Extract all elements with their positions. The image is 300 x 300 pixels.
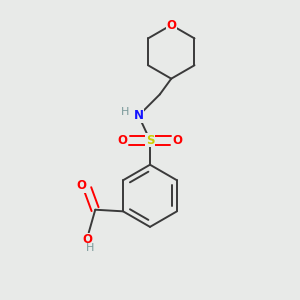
Text: H: H: [86, 243, 94, 253]
Text: N: N: [134, 109, 143, 122]
Text: S: S: [146, 134, 154, 147]
Text: O: O: [76, 179, 86, 192]
Text: O: O: [118, 134, 128, 147]
Text: O: O: [172, 134, 182, 147]
Text: O: O: [82, 233, 92, 246]
Text: H: H: [121, 107, 129, 117]
Text: O: O: [166, 19, 176, 32]
